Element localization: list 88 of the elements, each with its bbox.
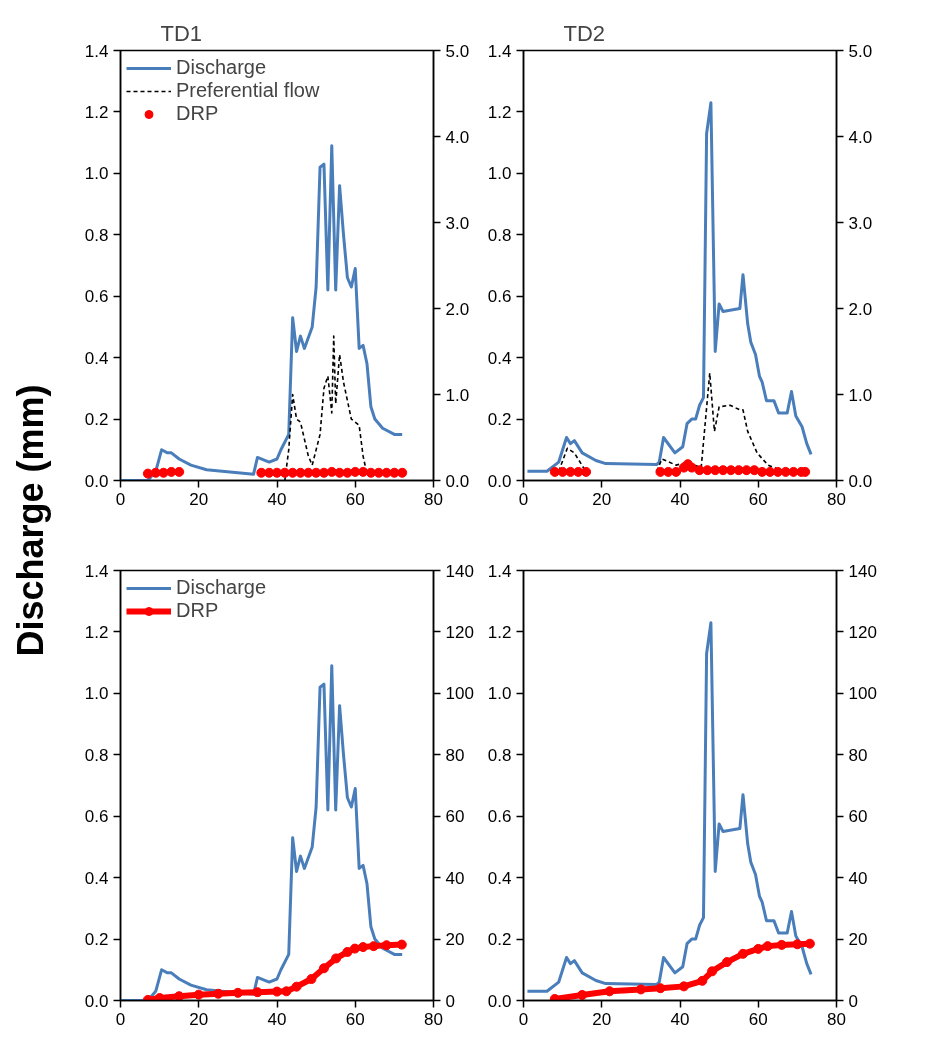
y-tick-label: 1.2 (84, 622, 109, 642)
y-tick-label: 0.8 (84, 745, 109, 765)
legend-label: Discharge (176, 576, 267, 599)
x-tick-label: 60 (345, 489, 365, 509)
y-tick-label: 0.0 (84, 471, 109, 491)
y2-tick-label: 0.0 (445, 471, 470, 491)
x-tick-label: 80 (424, 1009, 443, 1029)
x-tick-label: 20 (189, 489, 209, 509)
y-tick-label: 1.0 (84, 164, 109, 184)
y2-tick-label: 1.0 (848, 385, 873, 405)
x-tick-label: 60 (345, 1009, 365, 1029)
y-tick-label: 1.2 (487, 622, 512, 642)
y-tick-label: 0.0 (487, 991, 512, 1011)
legend-label: DRP (176, 599, 219, 622)
x-tick-label: 20 (592, 1009, 612, 1029)
x-tick-label: 0 (518, 1009, 529, 1029)
x-tick-label: 40 (670, 1009, 690, 1029)
y-tick-label: 0.8 (84, 225, 109, 245)
y-tick-label: 1.2 (84, 102, 109, 122)
y2-tick-label: 100 (445, 684, 474, 704)
y-tick-label: 0.6 (84, 807, 109, 827)
y-tick-label: 1.0 (84, 684, 109, 704)
y2-tick-label: 2.0 (445, 299, 470, 319)
y-tick-label: 0.8 (487, 745, 512, 765)
y2-tick-label: 0 (445, 991, 455, 1011)
x-tick-label: 20 (592, 489, 612, 509)
x-tick-label: 40 (267, 1009, 287, 1029)
y-tick-label: 1.4 (487, 41, 512, 61)
y2-tick-label: 0.0 (848, 471, 873, 491)
y-tick-label: 1.2 (487, 102, 512, 122)
y-tick-label: 0.4 (487, 868, 512, 888)
y-tick-label: 0.2 (487, 410, 512, 430)
x-tick-label: 80 (424, 489, 443, 509)
y-tick-label: 0.8 (487, 225, 512, 245)
x-tick-label: 40 (267, 489, 287, 509)
chart-title: TD1 (160, 20, 203, 46)
y-tick-label: 0.4 (487, 348, 512, 368)
y2-tick-label: 140 (445, 561, 474, 581)
y2-tick-label: 140 (848, 561, 877, 581)
y-tick-label: 0.2 (84, 410, 109, 430)
y2-tick-label: 80 (848, 745, 868, 765)
y2-tick-label: 120 (445, 622, 474, 642)
y-axis-title: Discharge (mm) (10, 384, 51, 657)
y-tick-label: 1.4 (84, 561, 109, 581)
x-tick-label: 60 (748, 489, 768, 509)
chart-title: TD2 (563, 20, 606, 46)
x-tick-label: 0 (115, 489, 126, 509)
y-tick-label: 0.4 (84, 868, 109, 888)
y-tick-label: 0.2 (487, 930, 512, 950)
y2-tick-label: 4.0 (445, 127, 470, 147)
y-tick-label: 0.0 (84, 991, 109, 1011)
x-tick-label: 20 (189, 1009, 209, 1029)
y-tick-label: 0.0 (487, 471, 512, 491)
y2-tick-label: 100 (848, 684, 877, 704)
y-tick-label: 0.4 (84, 348, 109, 368)
y2-tick-label: 3.0 (848, 213, 873, 233)
y2-tick-label: 60 (848, 807, 868, 827)
y-tick-label: 1.4 (487, 561, 512, 581)
x-tick-label: 80 (827, 489, 846, 509)
y2-tick-label: 40 (848, 868, 868, 888)
legend-label: DRP (176, 102, 219, 125)
y2-tick-label: 120 (848, 622, 877, 642)
y2-tick-label: 20 (445, 930, 465, 950)
x-tick-label: 40 (670, 489, 690, 509)
y2-tick-label: 80 (445, 745, 465, 765)
y2-tick-label: 1.0 (445, 385, 470, 405)
y2-tick-label: 20 (848, 930, 868, 950)
y2-tick-label: 60 (445, 807, 465, 827)
y2-tick-label: 0 (848, 991, 858, 1011)
y-tick-label: 1.0 (487, 684, 512, 704)
y2-tick-label: 5.0 (848, 41, 873, 61)
y-tick-label: 1.0 (487, 164, 512, 184)
y-tick-label: 0.6 (487, 287, 512, 307)
legend-label: Discharge (176, 56, 267, 79)
x-tick-label: 0 (518, 489, 529, 509)
y2-tick-label: 2.0 (848, 299, 873, 319)
x-tick-label: 60 (748, 1009, 768, 1029)
y-tick-label: 1.4 (84, 41, 109, 61)
x-tick-label: 0 (115, 1009, 126, 1029)
y-tick-label: 0.6 (487, 807, 512, 827)
y2-tick-label: 5.0 (445, 41, 470, 61)
y2-tick-label: 40 (445, 868, 465, 888)
x-tick-label: 80 (827, 1009, 846, 1029)
y2-tick-label: 4.0 (848, 127, 873, 147)
legend-label: Preferential flow (176, 79, 320, 102)
y-tick-label: 0.6 (84, 287, 109, 307)
y-tick-label: 0.2 (84, 930, 109, 950)
y2-tick-label: 3.0 (445, 213, 470, 233)
